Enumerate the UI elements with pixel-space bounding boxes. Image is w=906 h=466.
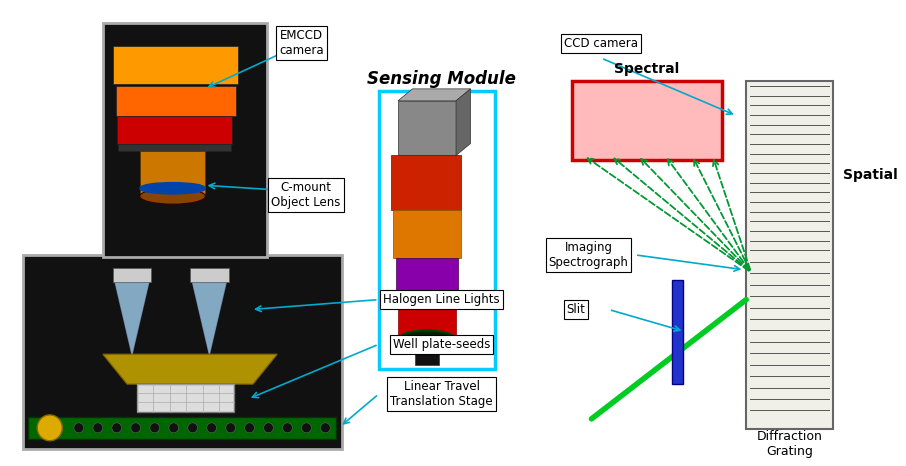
- Bar: [393, 210, 461, 258]
- Circle shape: [188, 423, 198, 433]
- Circle shape: [169, 423, 178, 433]
- Bar: [396, 258, 458, 300]
- Text: Linear Travel
Translation Stage: Linear Travel Translation Stage: [390, 380, 493, 408]
- Bar: [118, 116, 232, 144]
- Text: Imaging
Spectrograph: Imaging Spectrograph: [549, 241, 629, 269]
- Circle shape: [245, 423, 255, 433]
- Text: CCD camera: CCD camera: [564, 37, 638, 50]
- Circle shape: [283, 423, 293, 433]
- Text: Well plate-seeds: Well plate-seeds: [393, 338, 490, 351]
- Bar: [140, 151, 206, 196]
- Polygon shape: [456, 89, 470, 156]
- Text: Slit: Slit: [566, 303, 585, 316]
- Bar: [398, 300, 456, 337]
- Polygon shape: [398, 89, 470, 101]
- Bar: [747, 81, 834, 429]
- Bar: [190, 268, 228, 282]
- Bar: [112, 268, 151, 282]
- Circle shape: [74, 423, 83, 433]
- Polygon shape: [114, 280, 149, 354]
- Text: Diffraction
Grating: Diffraction Grating: [757, 430, 823, 458]
- Bar: [103, 23, 267, 257]
- Ellipse shape: [140, 188, 206, 204]
- Circle shape: [264, 423, 274, 433]
- Bar: [398, 101, 456, 156]
- Circle shape: [302, 423, 312, 433]
- Circle shape: [111, 423, 121, 433]
- Text: Sensing Module: Sensing Module: [367, 70, 516, 88]
- Bar: [119, 144, 231, 151]
- Circle shape: [130, 423, 140, 433]
- Ellipse shape: [37, 415, 63, 441]
- Bar: [23, 255, 342, 449]
- Text: C-mount
Object Lens: C-mount Object Lens: [272, 181, 341, 209]
- Bar: [116, 86, 236, 116]
- Ellipse shape: [140, 183, 205, 193]
- Circle shape: [149, 423, 159, 433]
- Ellipse shape: [400, 330, 453, 344]
- Bar: [671, 280, 683, 384]
- Bar: [112, 46, 238, 84]
- Text: Spectral: Spectral: [614, 62, 680, 76]
- Bar: [391, 156, 461, 210]
- Polygon shape: [192, 280, 226, 354]
- Bar: [415, 337, 439, 365]
- Text: EMCCD
camera: EMCCD camera: [279, 29, 323, 57]
- Circle shape: [226, 423, 236, 433]
- Text: Spatial: Spatial: [843, 168, 898, 182]
- Polygon shape: [103, 354, 277, 384]
- Circle shape: [93, 423, 102, 433]
- Text: Halogen Line Lights: Halogen Line Lights: [383, 293, 500, 306]
- Bar: [572, 81, 722, 160]
- Bar: [379, 91, 495, 369]
- Bar: [137, 384, 234, 412]
- Bar: [28, 417, 336, 439]
- Circle shape: [321, 423, 331, 433]
- Circle shape: [207, 423, 217, 433]
